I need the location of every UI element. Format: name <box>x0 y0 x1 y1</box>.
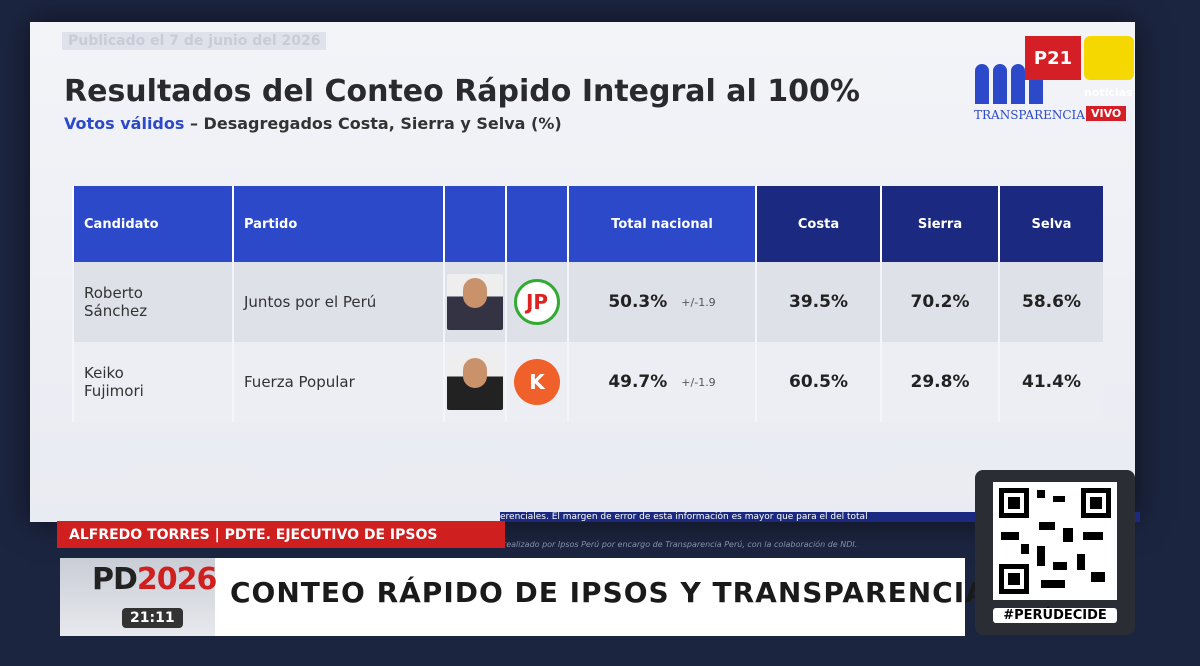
total-value: 49.7% +/-1.9 <box>567 342 755 422</box>
presentation-screen: Publicado el 7 de junio del 2026 Resulta… <box>30 22 1140 522</box>
selva-value: 41.4% <box>998 342 1103 422</box>
header-cell: Total nacional <box>567 186 755 262</box>
show-name: PD2026 <box>92 562 217 597</box>
channel-sub: noticias <box>1084 86 1133 99</box>
header-cell <box>505 186 567 262</box>
margin-of-error: +/-1.9 <box>681 295 716 309</box>
candidate-photo <box>443 342 505 422</box>
brand-name: TRANSPARENCIA <box>974 108 1085 122</box>
party-logo-text: JP <box>514 279 560 325</box>
party-logo: K <box>505 342 567 422</box>
header-cell: Candidato <box>72 186 232 262</box>
subtitle-lead: Votos válidos <box>64 114 185 133</box>
published-date: Publicado el 7 de junio del 2026 <box>62 32 327 50</box>
party-name: Fuerza Popular <box>232 342 443 422</box>
header-cell <box>443 186 505 262</box>
results-table: Candidato Partido Total nacional Costa Sierr… <box>72 186 1103 422</box>
clock: 21:11 <box>122 608 183 628</box>
qr-panel: #PERÚDECIDE <box>975 470 1135 635</box>
header-cell: Selva <box>998 186 1103 262</box>
channel-logo-mark <box>1084 36 1134 80</box>
header-cell: Sierra <box>880 186 998 262</box>
sierra-value: 29.8% <box>880 342 998 422</box>
candidate-photo <box>443 262 505 342</box>
hashtag: #PERÚDECIDE <box>993 608 1117 623</box>
sierra-value: 70.2% <box>880 262 998 342</box>
subtitle-rest: – Desagregados Costa, Sierra y Selva (%) <box>189 114 562 133</box>
costa-value: 39.5% <box>755 262 880 342</box>
total-percent: 49.7% <box>608 372 668 392</box>
live-badge: VIVO <box>1086 106 1127 121</box>
headline: CONTEO RÁPIDO DE IPSOS Y TRANSPARENCIA <box>230 576 988 609</box>
show-logo: PD2026 21:11 <box>60 558 217 636</box>
header-cell: Partido <box>232 186 443 262</box>
slide-subtitle: Votos válidos – Desagregados Costa, Sier… <box>64 114 562 133</box>
candidate-name: Roberto Sánchez <box>72 262 232 342</box>
total-percent: 50.3% <box>608 292 668 312</box>
channel-logo: P21 <box>1025 36 1081 80</box>
party-logo: JP <box>505 262 567 342</box>
total-value: 50.3% +/-1.9 <box>567 262 755 342</box>
margin-of-error: +/-1.9 <box>681 375 716 389</box>
candidate-name: Keiko Fujimori <box>72 342 232 422</box>
footnote: 2026 realizado por Ipsos Perú por encarg… <box>480 540 858 549</box>
slide-title: Resultados del Conteo Rápido Integral al… <box>64 74 860 109</box>
speaker-bar: ALFREDO TORRES | PDTE. EJECUTIVO DE IPSO… <box>57 521 505 548</box>
header-cell: Costa <box>755 186 880 262</box>
show-year: 2026 <box>136 562 217 597</box>
footnote: erenciales. El margen de error de esta i… <box>500 512 1140 522</box>
selva-value: 58.6% <box>998 262 1103 342</box>
party-name: Juntos por el Perú <box>232 262 443 342</box>
qr-code <box>993 482 1117 600</box>
party-logo-text: K <box>514 359 560 405</box>
show-prefix: PD <box>92 562 138 597</box>
costa-value: 60.5% <box>755 342 880 422</box>
